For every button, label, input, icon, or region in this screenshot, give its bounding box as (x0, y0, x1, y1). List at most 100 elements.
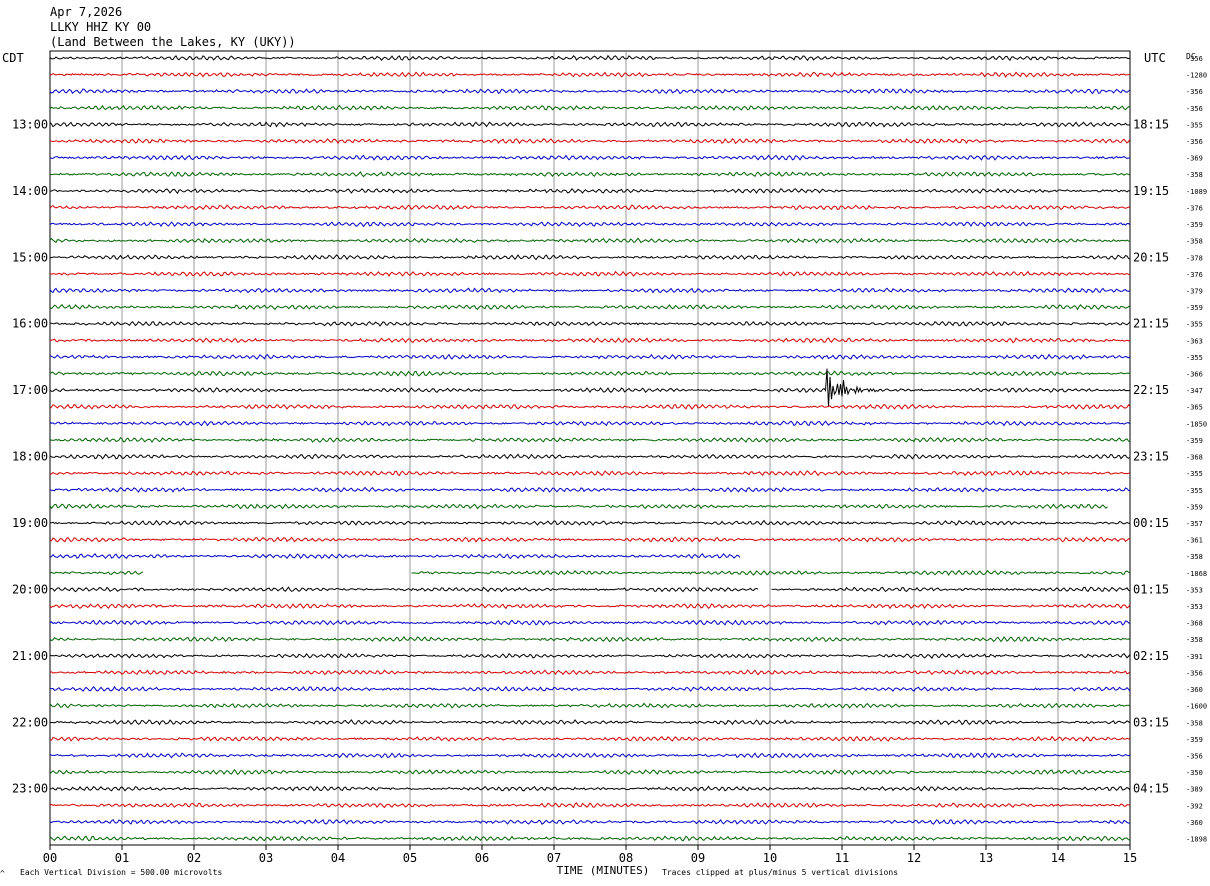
dc-offset-label: -359 (1186, 221, 1203, 229)
cdt-time-label: 17:00 (12, 383, 48, 397)
dc-offset-label: -369 (1186, 155, 1203, 163)
dc-offset-label: -379 (1186, 287, 1203, 295)
trace-lines (49, 54, 1131, 842)
grid (49, 50, 1131, 850)
dc-offset-label: -1280 (1186, 72, 1207, 80)
dc-offset-label: -356 (1186, 105, 1203, 113)
x-tick-label: 05 (403, 851, 417, 865)
trace-line (49, 304, 1131, 311)
dc-offset-label: -356 (1186, 55, 1203, 63)
utc-time-label: 20:15 (1133, 250, 1169, 264)
dc-offset-label: -357 (1186, 520, 1203, 528)
scale-note: Each Vertical Division = 500.00 microvol… (20, 868, 223, 877)
dc-offset-label: -356 (1186, 88, 1203, 96)
dc-offset-label: -359 (1186, 736, 1203, 744)
x-tick-label: 11 (835, 851, 849, 865)
cdt-time-label: 13:00 (12, 117, 48, 131)
x-tick-label: 04 (331, 851, 345, 865)
utc-time-label: 22:15 (1133, 383, 1169, 397)
dc-offset-label: -353 (1186, 586, 1203, 594)
dc-offset-label: -368 (1186, 454, 1203, 462)
trace-line (49, 88, 1131, 95)
trace-line (49, 453, 1131, 460)
dc-offset-label: -350 (1186, 769, 1203, 777)
trace-line (49, 287, 1131, 294)
trace-line (50, 254, 1131, 261)
trace-line (49, 569, 1131, 576)
right-timezone-label: UTC (1144, 51, 1166, 65)
trace-line (49, 652, 1131, 659)
trace-line (49, 603, 1131, 610)
trace-line (49, 785, 1131, 792)
dc-offset-label: -1868 (1186, 570, 1207, 578)
trace-line (49, 368, 1131, 407)
clip-note: Traces clipped at plus/minus 5 vertical … (662, 868, 899, 877)
dc-offset-label: -391 (1186, 653, 1203, 661)
dc-offset-label: -1600 (1186, 703, 1207, 711)
trace-line (49, 669, 1131, 676)
cdt-time-label: 23:00 (12, 782, 48, 796)
trace-line (49, 154, 1131, 161)
x-tick-label: 15 (1123, 851, 1137, 865)
utc-time-label: 00:15 (1133, 516, 1169, 530)
trace-line (49, 486, 1131, 493)
cdt-time-label: 21:00 (12, 649, 48, 663)
trace-line (49, 768, 1131, 776)
dc-offset-label: -355 (1186, 321, 1203, 329)
utc-time-label: 19:15 (1133, 184, 1169, 198)
station-id: LLKY HHZ KY 00 (50, 20, 152, 34)
x-axis-title: TIME (MINUTES) (557, 864, 650, 877)
dc-offset-label: -356 (1186, 669, 1203, 677)
trace-line (49, 470, 1131, 477)
dc-offset-label: -359 (1186, 304, 1203, 312)
trace-line (49, 503, 1108, 510)
dc-offset-label: -358 (1186, 636, 1203, 644)
dc-offset-label: -347 (1186, 387, 1203, 395)
trace-line (49, 353, 1131, 360)
trace-line (49, 403, 1131, 410)
x-tick-label: 06 (475, 851, 489, 865)
station-location: (Land Between the Lakes, KY (UKY)) (50, 35, 296, 49)
trace-line (49, 818, 1131, 825)
utc-time-label: 18:15 (1133, 117, 1169, 131)
x-tick-label: 07 (547, 851, 561, 865)
plot-frame (49, 50, 1131, 846)
trace-line (49, 719, 1131, 726)
dc-offset-label: -1850 (1186, 420, 1207, 428)
cdt-time-label: 14:00 (12, 184, 48, 198)
trace-line (49, 752, 1131, 759)
dc-offset-label: -376 (1186, 204, 1203, 212)
dc-offset-label: -355 (1186, 121, 1203, 129)
trace-line (49, 553, 741, 560)
dc-offset-label: -363 (1186, 337, 1203, 345)
dc-offset-label: -361 (1186, 537, 1203, 545)
dc-offset-label: -353 (1186, 603, 1203, 611)
trace-line (49, 137, 1131, 145)
trace-line (49, 104, 1131, 111)
trace-line (49, 204, 1131, 211)
trace-line (49, 270, 1131, 277)
dc-offset-label: -358 (1186, 553, 1203, 561)
cdt-time-label: 18:00 (12, 450, 48, 464)
trace-line (49, 735, 1131, 742)
x-tick-label: 03 (259, 851, 273, 865)
dc-offset-label: -356 (1186, 752, 1203, 760)
trace-line (49, 436, 1131, 444)
trace-line (49, 519, 1131, 526)
trace-line (49, 802, 1130, 809)
trace-line (49, 536, 1131, 543)
trace-line (49, 635, 1131, 643)
trace-line (49, 619, 1131, 626)
x-tick-label: 14 (1051, 851, 1065, 865)
dc-offset-label: -355 (1186, 470, 1203, 478)
dc-offset-label: -359 (1186, 437, 1203, 445)
dc-offset-label: -368 (1186, 620, 1203, 628)
utc-time-label: 01:15 (1133, 582, 1169, 596)
trace-line (49, 337, 1131, 344)
trace-line (49, 420, 1131, 427)
trace-line (49, 702, 1131, 709)
x-tick-label: 12 (907, 851, 921, 865)
trace-line (49, 320, 1131, 327)
trace-line (49, 685, 1131, 692)
